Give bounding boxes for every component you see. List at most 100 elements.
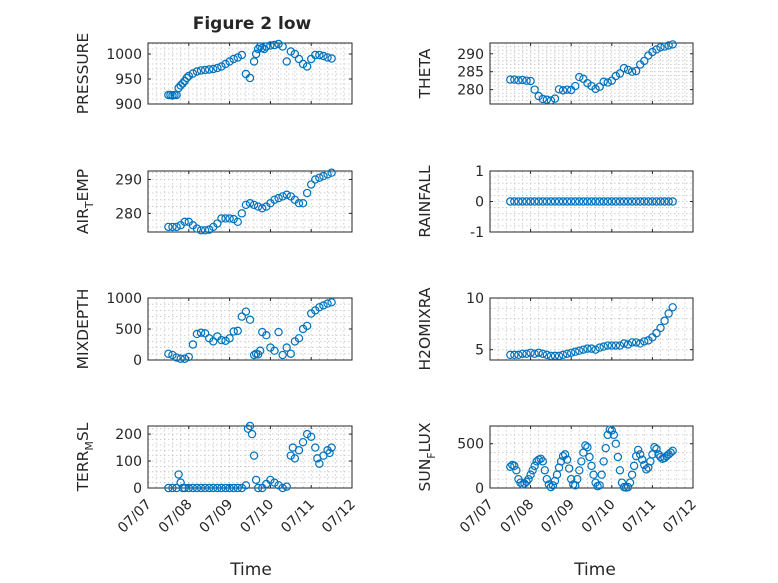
data-point — [209, 337, 218, 346]
data-point — [550, 351, 560, 361]
data-point — [315, 303, 324, 312]
data-point — [627, 197, 637, 206]
data-point — [278, 42, 287, 51]
data-point — [591, 84, 600, 94]
data-point — [650, 443, 659, 452]
data-point — [595, 481, 604, 490]
data-point — [583, 344, 592, 353]
data-point — [176, 478, 185, 487]
subplot-2: 280 290 AIRTEMP — [74, 168, 353, 235]
data-point — [666, 448, 675, 457]
data-point — [225, 483, 234, 493]
data-point — [290, 49, 300, 59]
data-point — [164, 483, 173, 493]
x-tick-label: 07/11 — [278, 497, 318, 537]
data-point — [652, 45, 661, 54]
data-point — [558, 86, 568, 95]
data-point — [290, 454, 300, 463]
data-point — [249, 57, 259, 66]
data-point — [597, 470, 606, 479]
data-point — [556, 457, 566, 466]
data-point — [221, 59, 230, 69]
data-point — [178, 79, 187, 88]
data-point — [636, 450, 645, 459]
subplot-7: 0 500 07/07 07/08 07/09 07/10 07/11 07/12 SUNFLU… — [416, 422, 700, 536]
data-point — [656, 43, 665, 52]
data-point — [607, 426, 617, 435]
data-point — [546, 197, 556, 206]
data-point — [611, 71, 621, 81]
data-point — [315, 50, 324, 60]
y-tick-label: 0 — [475, 195, 484, 211]
data-point — [174, 470, 183, 479]
y-tick-label: 200 — [115, 427, 142, 443]
data-point — [534, 197, 543, 206]
y-tick-label: 285 — [457, 65, 484, 81]
subplot-1: 280 285 290 THETA — [416, 40, 694, 105]
data-point — [245, 73, 255, 83]
data-point — [229, 54, 238, 64]
data-point — [251, 49, 261, 59]
data-point — [253, 202, 263, 211]
data-point — [526, 76, 535, 86]
data-point — [575, 197, 584, 206]
data-point — [664, 309, 673, 318]
data-point — [538, 349, 547, 358]
data-point — [327, 168, 336, 177]
data-point — [225, 57, 234, 66]
data-point — [200, 483, 210, 493]
data-point — [325, 448, 334, 458]
data-point — [562, 85, 572, 94]
data-point — [249, 200, 259, 210]
y-tick-label: 500 — [115, 322, 142, 338]
data-point — [660, 42, 669, 51]
data-point — [294, 446, 304, 455]
data-point — [538, 457, 547, 466]
y-tick-label: 280 — [115, 206, 142, 222]
data-point — [327, 54, 336, 63]
data-point — [217, 62, 226, 71]
data-point — [530, 197, 539, 206]
y-axis-label: TERRMSL — [74, 422, 96, 492]
data-point — [315, 459, 324, 468]
data-point — [631, 338, 641, 347]
data-point — [585, 452, 594, 462]
data-point — [172, 483, 181, 493]
data-point — [164, 349, 173, 358]
data-point — [546, 351, 556, 361]
y-tick-label: 900 — [115, 97, 142, 113]
x-tick-label: 07/08 — [156, 497, 196, 537]
x-tick-label: 07/09 — [538, 497, 578, 537]
data-point — [668, 446, 677, 455]
data-point — [241, 481, 251, 490]
data-point — [506, 197, 515, 206]
data-point — [200, 226, 210, 235]
data-point — [209, 483, 218, 493]
data-point — [182, 73, 191, 83]
data-point — [266, 41, 275, 50]
data-point — [526, 348, 535, 357]
y-axis-label: MIXDEPTH — [74, 289, 92, 370]
data-point — [294, 54, 304, 64]
data-point — [548, 481, 558, 490]
data-point — [552, 470, 562, 479]
data-point — [184, 71, 193, 81]
data-point — [625, 478, 635, 487]
data-point — [528, 466, 537, 475]
subplot-0: 900 950 1000 PRESSURE — [74, 33, 353, 114]
data-point — [542, 95, 552, 104]
y-tick-label: 1 — [475, 164, 484, 180]
data-point — [619, 197, 629, 206]
data-point — [192, 329, 202, 339]
data-point — [573, 474, 582, 484]
data-point — [247, 429, 257, 439]
data-point — [619, 339, 629, 348]
data-point — [319, 51, 328, 61]
y-axis-label: RAINFALL — [416, 165, 434, 238]
data-point — [258, 204, 267, 213]
data-point — [245, 315, 255, 324]
data-point — [648, 197, 657, 206]
data-point — [567, 474, 576, 484]
data-point — [251, 475, 261, 485]
y-tick-label: 10 — [466, 291, 484, 307]
